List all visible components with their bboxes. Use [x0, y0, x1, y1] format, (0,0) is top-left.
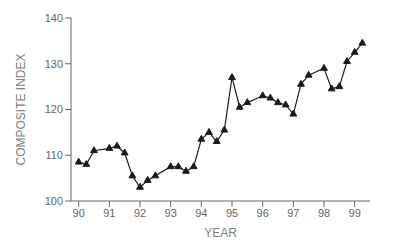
svg-text:95: 95 [226, 207, 238, 219]
svg-text:97: 97 [287, 207, 299, 219]
svg-text:92: 92 [134, 207, 146, 219]
svg-text:COMPOSITE INDEX: COMPOSITE INDEX [14, 53, 28, 165]
svg-text:120: 120 [45, 103, 63, 115]
svg-text:130: 130 [45, 58, 63, 70]
svg-text:YEAR: YEAR [204, 226, 237, 240]
svg-text:96: 96 [257, 207, 269, 219]
svg-text:90: 90 [73, 207, 85, 219]
svg-text:140: 140 [45, 12, 63, 24]
svg-text:94: 94 [195, 207, 207, 219]
svg-text:110: 110 [45, 149, 63, 161]
svg-text:93: 93 [165, 207, 177, 219]
svg-text:91: 91 [103, 207, 115, 219]
svg-text:98: 98 [318, 207, 330, 219]
svg-text:99: 99 [349, 207, 361, 219]
svg-text:100: 100 [45, 195, 63, 207]
